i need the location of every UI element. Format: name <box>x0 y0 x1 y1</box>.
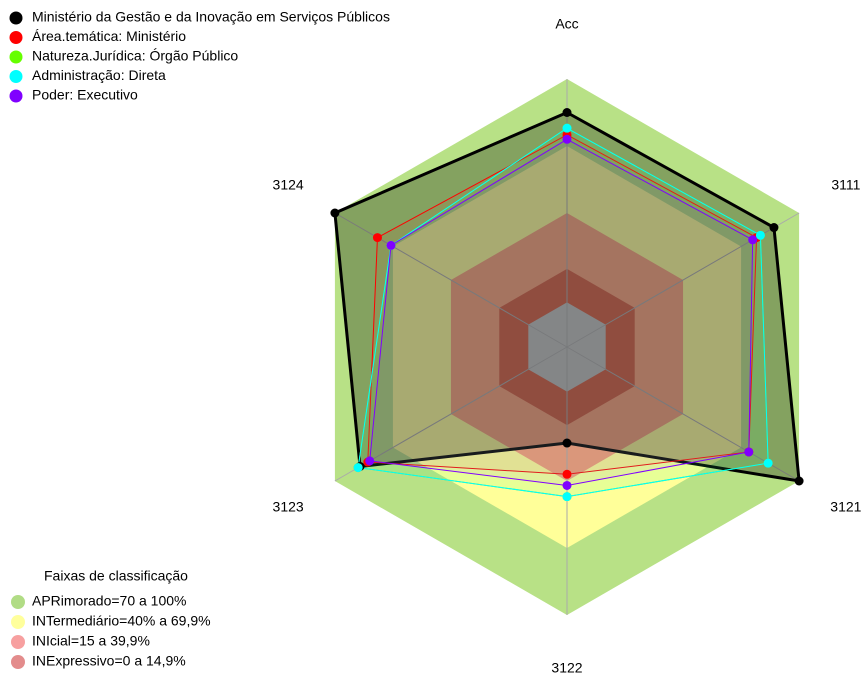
point <box>562 123 572 133</box>
point <box>372 233 382 243</box>
point <box>365 456 375 466</box>
point <box>562 134 572 144</box>
band-legend-marker <box>11 615 25 629</box>
legend-marker <box>9 11 23 25</box>
point <box>562 438 572 448</box>
point <box>755 230 765 240</box>
axis-label: 3123 <box>273 499 304 515</box>
axis-label: 3124 <box>273 177 304 193</box>
point <box>763 458 773 468</box>
legend-label: Natureza.Jurídica: Órgão Público <box>32 48 238 64</box>
axis-label: 3121 <box>830 499 861 515</box>
legend-marker <box>9 31 23 44</box>
point <box>562 469 572 479</box>
axis-label: 3111 <box>831 177 860 193</box>
band-legend-label: INIcial=15 a 39,9% <box>32 633 150 649</box>
axis-label: Acc <box>555 16 578 32</box>
point <box>562 492 572 502</box>
band-legend-title: Faixas de classificação <box>44 568 188 584</box>
legend-label: Ministério da Gestão e da Inovação em Se… <box>32 9 390 25</box>
legend-label: Poder: Executivo <box>32 87 138 103</box>
point <box>353 463 363 473</box>
point <box>562 480 572 490</box>
band-legend-marker <box>11 635 25 649</box>
legend-marker <box>9 70 23 83</box>
band-legend-marker <box>11 595 25 609</box>
legend-marker <box>9 50 23 64</box>
axis-label: 3122 <box>551 660 582 676</box>
band-legend-label: INTermediário=40% a 69,9% <box>32 613 211 629</box>
point <box>330 208 340 218</box>
point <box>769 223 779 233</box>
band-legend-label: APRimorado=70 a 100% <box>32 593 187 609</box>
band-legend-label: INExpressivo=0 a 14,9% <box>32 653 186 669</box>
legend-label: Área.temática: Ministério <box>32 28 186 44</box>
point <box>744 447 754 457</box>
point <box>794 476 804 486</box>
legend-marker <box>9 89 23 103</box>
point <box>386 240 396 250</box>
band-legend-marker <box>11 655 25 669</box>
legend-label: Administração: Direta <box>32 67 166 83</box>
spoke <box>566 346 800 482</box>
point <box>748 235 758 245</box>
point <box>562 108 572 117</box>
